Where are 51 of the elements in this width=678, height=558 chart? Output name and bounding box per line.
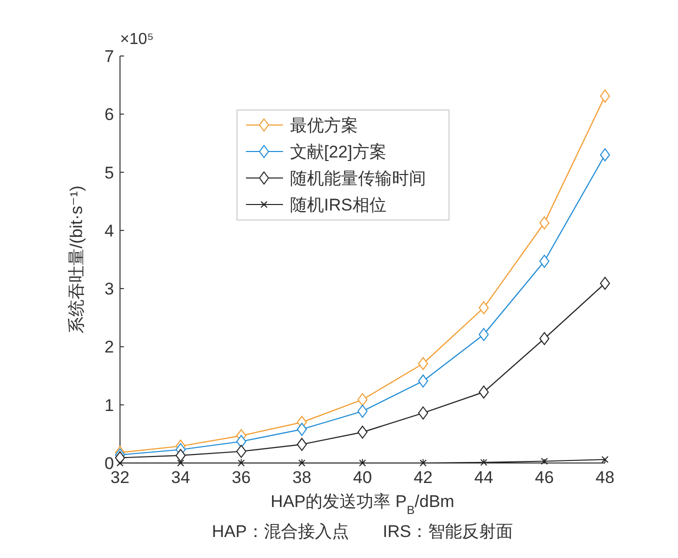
point xyxy=(478,328,489,342)
point xyxy=(298,460,306,466)
point xyxy=(600,276,610,290)
x-tick-label: 40 xyxy=(353,468,372,487)
y-tick-label: 1 xyxy=(104,396,114,415)
point xyxy=(539,254,550,268)
point xyxy=(478,301,489,314)
point xyxy=(176,448,186,462)
point xyxy=(236,444,246,458)
point xyxy=(116,460,124,466)
point xyxy=(358,426,368,439)
point xyxy=(420,460,427,466)
y-tick-label: 3 xyxy=(104,280,114,299)
legend-label: 随机能量传输时间 xyxy=(290,169,426,188)
point xyxy=(478,386,489,399)
text: ×10⁵ xyxy=(120,31,154,48)
point xyxy=(236,434,246,448)
x-tick-label: 42 xyxy=(414,468,433,487)
y-tick-label: 5 xyxy=(104,163,114,182)
x-tick-label: 46 xyxy=(534,468,554,487)
x-tick-label: 34 xyxy=(171,468,190,487)
point xyxy=(418,374,428,388)
y-tick-label: 6 xyxy=(104,105,114,124)
y-tick-label: 2 xyxy=(104,338,114,357)
point xyxy=(177,460,184,466)
x-tick-label: 36 xyxy=(232,468,251,487)
point xyxy=(480,458,488,466)
point xyxy=(296,422,307,436)
x-tick-label: 38 xyxy=(292,468,312,487)
point xyxy=(600,148,610,162)
point xyxy=(539,332,550,346)
legend-label: 文献[22]方案 xyxy=(290,142,386,162)
x-axis-title: HAP的发送功率 P$_{B}$/dBm xyxy=(270,492,454,517)
point xyxy=(358,393,368,406)
legend-label: 随机IRS相位 xyxy=(290,196,386,214)
point xyxy=(359,460,366,466)
point xyxy=(238,460,245,466)
point xyxy=(540,458,548,465)
y-tick-label: 7 xyxy=(104,47,114,66)
point xyxy=(600,90,610,103)
point xyxy=(296,438,307,451)
x-tick-label: 44 xyxy=(474,468,494,487)
legend-label: 最优方案 xyxy=(290,116,358,135)
x-tick-label: 48 xyxy=(596,468,614,487)
y-tick-label: 4 xyxy=(104,221,114,240)
y-axis-title: 系统吞吐量/(bit·s⁻¹) xyxy=(67,186,86,334)
point xyxy=(418,406,428,420)
text: HAP：混合接入点 IRS：智能反射面 xyxy=(212,522,514,541)
point xyxy=(358,404,368,418)
point xyxy=(539,216,550,230)
point xyxy=(418,357,428,370)
